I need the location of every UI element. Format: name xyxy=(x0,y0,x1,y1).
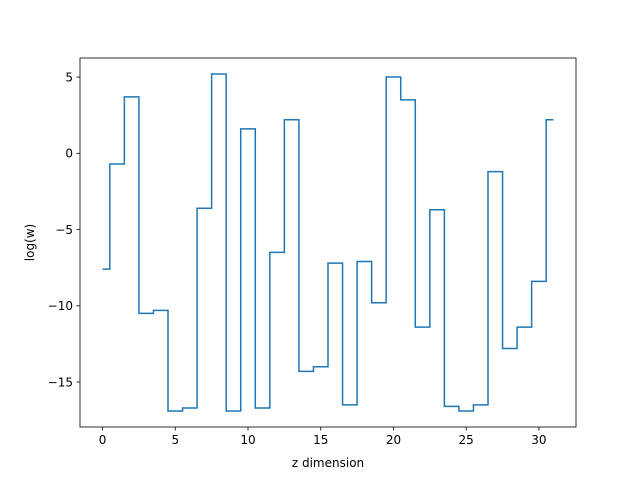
x-tick-label: 20 xyxy=(386,433,401,447)
x-tick-label: 25 xyxy=(459,433,474,447)
x-tick-label: 5 xyxy=(171,433,179,447)
plot-frame xyxy=(79,57,577,428)
series-line xyxy=(102,73,554,412)
y-tick-label: −15 xyxy=(48,375,73,389)
x-tick-label: 10 xyxy=(240,433,255,447)
y-tick-label: −5 xyxy=(55,223,73,237)
x-axis-label: z dimension xyxy=(292,456,364,470)
y-tick-label: −10 xyxy=(48,299,73,313)
x-tick-label: 0 xyxy=(99,433,107,447)
y-axis-label: log(w) xyxy=(23,224,37,261)
y-tick-label: 5 xyxy=(65,70,73,84)
x-tick-label: 15 xyxy=(313,433,328,447)
ticks-layer: 0 5 10 15 20 25 30 −15 −10 −5 0 5 xyxy=(48,70,547,447)
y-tick-label: 0 xyxy=(65,147,73,161)
x-tick-label: 30 xyxy=(531,433,546,447)
